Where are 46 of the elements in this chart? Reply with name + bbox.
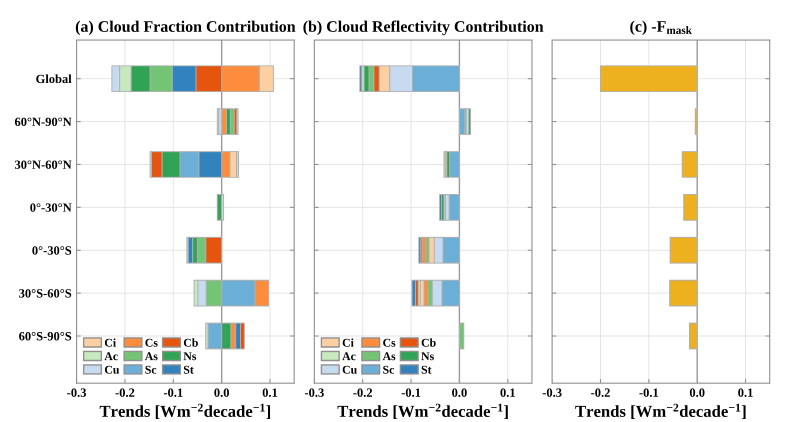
legend-label: Cb [422, 338, 436, 347]
x-tick-label: -0.2 [353, 388, 372, 397]
chart-title: (b) Cloud Reflectivity Contribution [303, 20, 544, 36]
legend-label: Cu [342, 366, 357, 374]
legend-label: St [184, 366, 194, 374]
x-axis-title: Trends [Wm$^{−2}$decade$^{−1}$] [337, 404, 508, 420]
x-tick-label: 0.1 [262, 388, 278, 397]
legend-label: Cs [383, 338, 396, 347]
y-tick-label: 30°S-60°S [19, 289, 72, 298]
x-tick-label: 0.1 [738, 388, 753, 397]
legend-label: Cb [184, 338, 198, 347]
x-axis-title: Trends [Wm$^{−2}$decade$^{−1}$] [100, 404, 270, 420]
legend-label: Cu [104, 366, 120, 374]
x-tick-label: -0.3 [67, 388, 86, 397]
x-tick-label: -0.3 [542, 388, 562, 397]
legend-label: Ac [342, 352, 356, 360]
y-tick-label: 60°N-90°N [14, 118, 72, 126]
legend-label: Cs [145, 338, 158, 347]
x-tick-label: -0.1 [402, 388, 420, 397]
legend-label: As [144, 352, 158, 360]
legend-label: Sc [383, 366, 394, 374]
x-axis-title: Trends [Wm$^{−2}$decade$^{−1}$] [575, 404, 746, 420]
legend-label: As [382, 352, 396, 360]
legend-label: Ac [104, 352, 118, 360]
legend-label: Ns [184, 352, 196, 360]
y-tick-label: 60°S-90°S [19, 332, 72, 340]
chart-title: (c) -F$_{mask}$ [630, 20, 692, 36]
legend-label: Sc [145, 366, 156, 374]
x-tick-label: -0.3 [304, 388, 324, 397]
x-tick-label: -0.2 [591, 388, 610, 397]
x-tick-label: 0.0 [690, 388, 705, 397]
legend-label: St [422, 366, 432, 374]
x-tick-label: -0.1 [164, 388, 183, 397]
y-tick-label: 0°-30°S [32, 246, 72, 255]
legend-label: Ci [104, 338, 116, 347]
y-tick-label: 0°-30°N [30, 203, 72, 212]
chart-title: (a) Cloud Fraction Contribution [76, 20, 296, 36]
x-tick-label: 0.0 [214, 388, 229, 397]
y-tick-label: 30°N-60°N [14, 160, 72, 169]
x-tick-label: -0.1 [639, 388, 658, 397]
y-tick-label: Global [36, 74, 72, 84]
x-tick-label: 0.1 [500, 388, 515, 397]
legend-label: Ci [342, 338, 354, 347]
x-tick-label: -0.2 [115, 388, 134, 397]
legend-label: Ns [421, 352, 434, 360]
x-tick-label: 0.0 [452, 388, 467, 397]
